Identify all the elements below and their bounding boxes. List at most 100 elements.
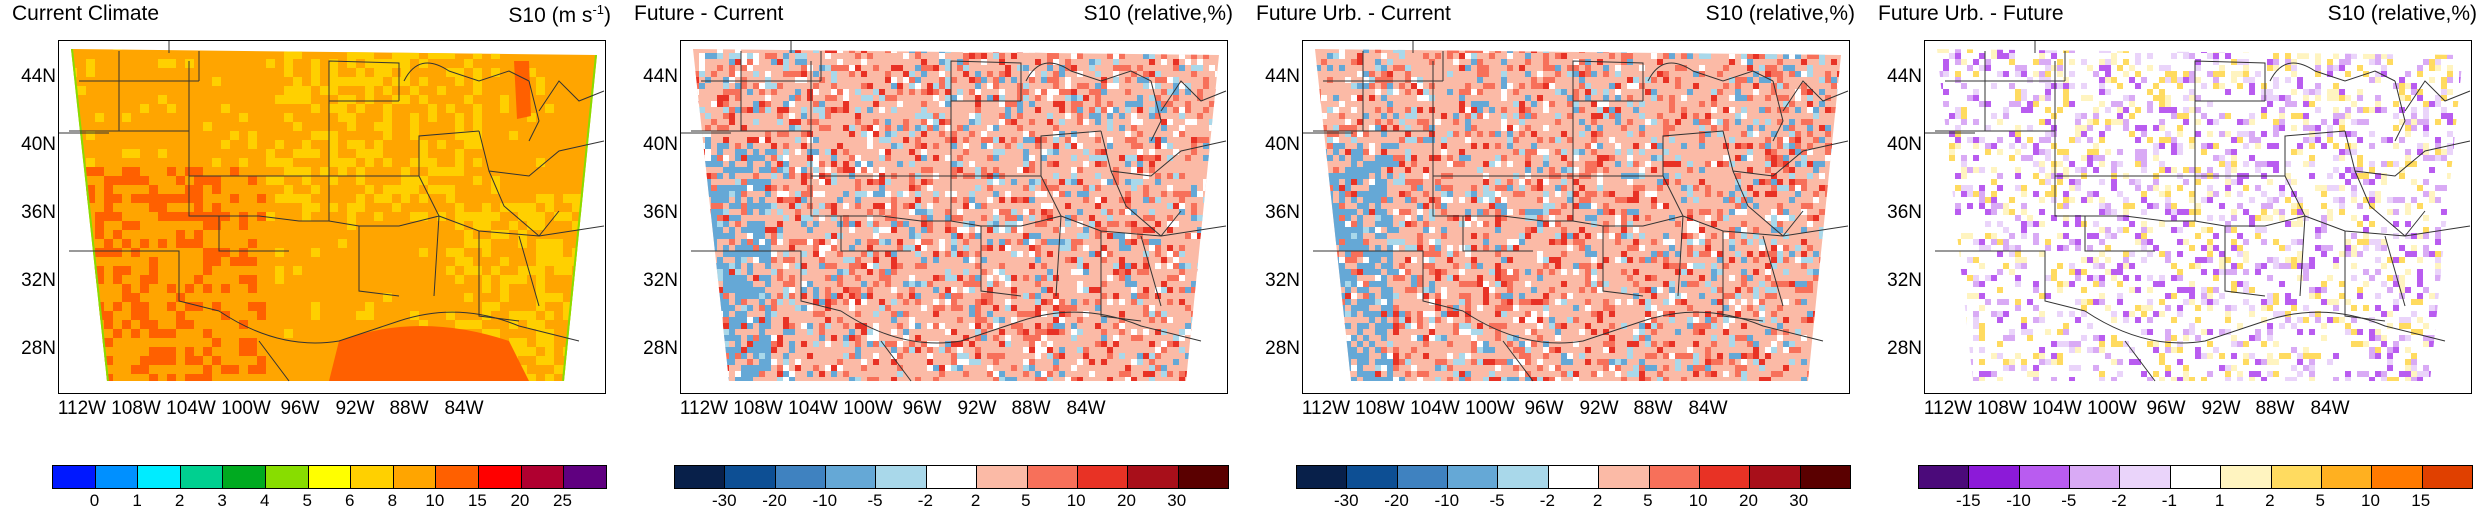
grid-cell [921, 215, 927, 221]
grid-cell [1113, 233, 1119, 239]
grid-cell [723, 233, 729, 239]
grid-cell [687, 221, 693, 227]
grid-cell [1107, 83, 1113, 89]
grid-cell [1705, 119, 1711, 125]
grid-cell [723, 377, 729, 383]
grid-cell [999, 353, 1005, 359]
grid-cell [122, 221, 131, 230]
grid-cell [723, 323, 729, 329]
grid-cell [705, 347, 711, 353]
grid-cell [1381, 77, 1387, 83]
grid-cell [1789, 137, 1795, 143]
grid-cell [1387, 269, 1393, 275]
grid-cell [590, 230, 599, 239]
grid-cell [1417, 239, 1423, 245]
grid-cell [699, 293, 705, 299]
grid-cell [771, 341, 777, 347]
grid-cell [1173, 383, 1179, 389]
grid-cell [1011, 137, 1017, 143]
grid-cell [939, 389, 945, 393]
grid-cell [1615, 233, 1621, 239]
grid-cell [1747, 149, 1753, 155]
grid-cell [1825, 191, 1831, 197]
grid-cell [687, 59, 693, 65]
grid-cell [1345, 227, 1351, 233]
grid-cell [1399, 263, 1405, 269]
grid-cell [1831, 215, 1837, 221]
grid-cell [1687, 281, 1693, 287]
panel-variable-label: S10 (relative,%) [1084, 2, 1233, 26]
grid-cell [747, 269, 753, 275]
grid-cell [1137, 269, 1143, 275]
grid-cell [491, 266, 500, 275]
grid-cell [1173, 131, 1179, 137]
grid-cell [1071, 131, 1077, 137]
grid-cell [1221, 317, 1227, 323]
grid-cell [723, 209, 729, 215]
grid-cell [789, 257, 795, 263]
grid-cell [1741, 221, 1747, 227]
grid-cell [1435, 269, 1441, 275]
grid-cell [687, 173, 693, 179]
grid-cell [1741, 155, 1747, 161]
grid-cell [1561, 155, 1567, 161]
grid-cell [1783, 167, 1789, 173]
grid-cell [1029, 41, 1035, 47]
grid-cell [1197, 89, 1203, 95]
grid-cell [1149, 311, 1155, 317]
grid-cell [771, 233, 777, 239]
colorbar-swatch [266, 466, 309, 488]
grid-cell [747, 185, 753, 191]
grid-cell [915, 143, 921, 149]
grid-cell [1065, 179, 1071, 185]
grid-cell [518, 275, 527, 284]
grid-cell [1567, 95, 1573, 101]
grid-cell [1465, 221, 1471, 227]
grid-cell [855, 119, 861, 125]
grid-cell [1047, 371, 1053, 377]
grid-cell [1495, 197, 1501, 203]
grid-cell [807, 227, 813, 233]
grid-cell [933, 143, 939, 149]
grid-cell [939, 71, 945, 77]
grid-cell [921, 119, 927, 125]
grid-cell [1537, 251, 1543, 257]
grid-cell [1143, 191, 1149, 197]
grid-cell [699, 317, 705, 323]
grid-cell [1375, 185, 1381, 191]
grid-cell [1101, 197, 1107, 203]
grid-cell [1339, 53, 1345, 59]
grid-cell [284, 68, 293, 77]
grid-cell [1381, 113, 1387, 119]
grid-cell [59, 338, 68, 347]
grid-cell [897, 311, 903, 317]
grid-cell [1435, 119, 1441, 125]
grid-cell [1447, 275, 1453, 281]
grid-cell [536, 212, 545, 221]
grid-cell [1669, 239, 1675, 245]
grid-cell [1101, 245, 1107, 251]
grid-cell [999, 113, 1005, 119]
grid-cell [1333, 233, 1339, 239]
grid-cell [717, 65, 723, 71]
grid-cell [1011, 101, 1017, 107]
lat-tick-label: 40N [12, 134, 56, 156]
grid-cell [1747, 287, 1753, 293]
grid-cell [167, 374, 176, 383]
grid-cell [1825, 293, 1831, 299]
grid-cell [1315, 161, 1321, 167]
grid-cell [849, 335, 855, 341]
grid-cell [1035, 329, 1041, 335]
grid-cell [1303, 173, 1309, 179]
grid-cell [284, 95, 293, 104]
grid-cell [1597, 161, 1603, 167]
grid-cell [945, 209, 951, 215]
grid-cell [1621, 47, 1627, 53]
grid-cell [921, 257, 927, 263]
grid-cell [203, 257, 212, 266]
grid-cell [1579, 131, 1585, 137]
grid-cell [939, 293, 945, 299]
grid-cell [1209, 101, 1215, 107]
grid-cell [1167, 101, 1173, 107]
grid-cell [1783, 125, 1789, 131]
